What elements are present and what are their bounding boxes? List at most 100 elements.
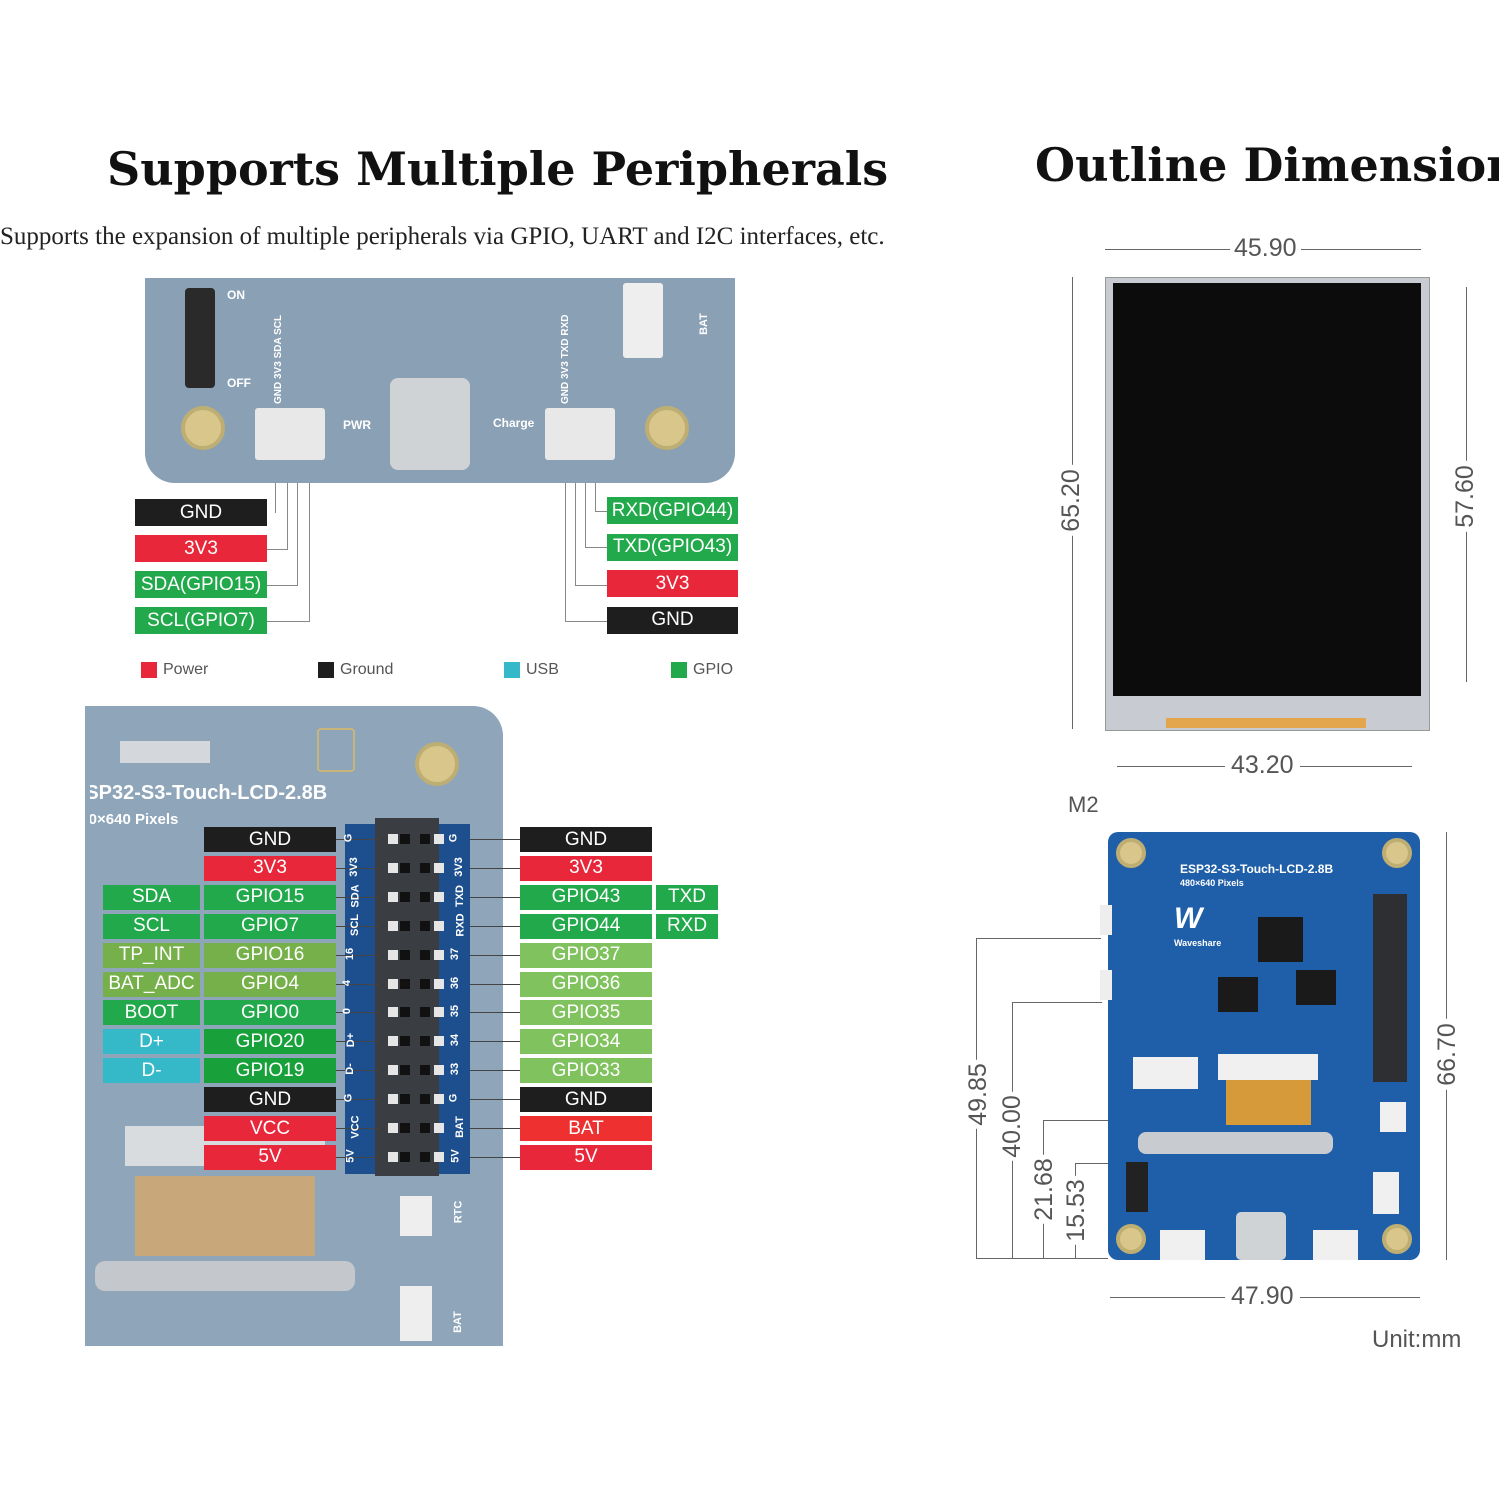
dim-slot-offset: 21.68	[1029, 1155, 1059, 1224]
wire	[585, 483, 608, 548]
pin-leader-line	[336, 867, 378, 869]
pin-leader-line	[470, 1012, 520, 1014]
pin-gpio-label: GPIO16	[204, 942, 336, 968]
pcb-pixels: 480×640 Pixels	[1180, 878, 1244, 888]
pin-label: SDA(GPIO15)	[135, 571, 267, 598]
pin-function-label: D+	[103, 1029, 200, 1055]
dim-left-height: 65.20	[1056, 465, 1086, 536]
mounting-hole	[1382, 1224, 1412, 1254]
display-flex	[1166, 718, 1366, 728]
board-pixels: 480×640 Pixels	[72, 811, 179, 828]
unit-label: Unit:mm	[1372, 1326, 1462, 1353]
silk-pin-label: 37	[449, 947, 462, 960]
header-pin	[388, 1036, 398, 1047]
pin-leader-line	[470, 867, 520, 869]
i2c-connector	[1160, 1230, 1205, 1260]
legend-swatch	[671, 662, 687, 678]
silk-pin-label: BAT	[453, 1116, 466, 1138]
header-pin	[420, 1094, 430, 1105]
silk-pin-label: G	[342, 1093, 355, 1103]
silk-rtc: RTC	[452, 1200, 465, 1224]
silk-pin-label: D-	[343, 1063, 356, 1075]
silk-pin-label: 4	[341, 979, 354, 986]
pin-gpio-label: 3V3	[520, 855, 652, 881]
antenna-connector	[317, 728, 355, 772]
pin-leader-line	[470, 839, 520, 840]
header-pin	[434, 1094, 444, 1105]
flex-cable	[135, 1176, 315, 1256]
pin-leader-line	[336, 1041, 378, 1043]
pcb-product-name: ESP32-S3-Touch-LCD-2.8B	[1180, 862, 1334, 876]
pin-gpio-label: GPIO15	[204, 884, 336, 910]
pcb-bottom-view: ESP32-S3-Touch-LCD-2.8B 480×640 Pixels W…	[1108, 832, 1420, 1260]
pin-leader-line	[470, 1128, 520, 1129]
legend-label: Ground	[340, 661, 394, 678]
silk-pin-label: SCL	[349, 913, 361, 936]
wire	[267, 483, 310, 622]
dim-bottom-width: 43.20	[1225, 751, 1300, 780]
header-pin	[434, 891, 444, 902]
header-pin	[434, 862, 444, 873]
pin-header	[375, 818, 439, 1176]
section-title-peripherals: Supports Multiple Peripherals	[107, 142, 889, 196]
pin-gpio-label: GND	[520, 827, 652, 852]
pin-gpio-label: GND	[204, 1087, 336, 1113]
pin-leader-line	[336, 1070, 378, 1072]
silk-bat: BAT	[697, 313, 710, 335]
pin-function-label: D-	[103, 1058, 200, 1084]
silk-pin-label: G	[447, 1093, 460, 1103]
silk-charge: Charge	[493, 416, 535, 430]
silk-pin-label: 5V	[449, 1149, 462, 1163]
wire	[595, 483, 608, 512]
legend-item: GPIO	[671, 661, 733, 679]
dim-board-width: 47.90	[1225, 1282, 1300, 1311]
header-pin	[420, 1065, 430, 1076]
pin-header	[1373, 894, 1407, 1082]
legend-item: Power	[141, 661, 208, 679]
legend-item: Ground	[318, 661, 393, 679]
silk-pin-label: 33	[449, 1063, 462, 1076]
ic-chip	[1296, 970, 1336, 1005]
silk-off: OFF	[227, 376, 251, 390]
pin-gpio-label: 5V	[520, 1144, 652, 1170]
pin-leader-line	[336, 1128, 378, 1129]
header-pin	[400, 1065, 410, 1076]
pin-gpio-label: 5V	[204, 1144, 336, 1170]
pin-leader-line	[336, 1099, 378, 1101]
dim-switch-offset: 15.53	[1061, 1176, 1091, 1245]
dim-line	[1075, 1163, 1108, 1164]
header-pin	[420, 1036, 430, 1047]
header-pin	[388, 862, 398, 873]
power-switch	[1126, 1162, 1148, 1212]
header-pin	[388, 834, 398, 844]
pin-label: GND	[135, 499, 267, 526]
legend-label: Power	[163, 661, 209, 678]
pin-gpio-label: GPIO35	[520, 1000, 652, 1026]
pin-leader-line	[336, 954, 378, 956]
silk-pin-label: G	[447, 833, 460, 843]
pin-label: GND	[607, 606, 738, 634]
header-pin	[420, 949, 430, 960]
pin-leader-line	[336, 1012, 378, 1014]
dim-top-width: 45.90	[1230, 234, 1301, 263]
dim-boot-offset: 40.00	[997, 1092, 1027, 1161]
brand-name: Waveshare	[1174, 938, 1222, 948]
header-pin	[400, 862, 410, 873]
header-pin	[388, 1007, 398, 1018]
reset-button	[1100, 905, 1112, 935]
silk-bat: BAT	[451, 1311, 464, 1333]
silk-pin-label: 36	[449, 976, 462, 989]
battery-connector	[1373, 1172, 1399, 1214]
header-pin	[388, 1065, 398, 1076]
header-pin	[420, 1007, 430, 1018]
silk-pin-label: G	[342, 833, 355, 843]
mounting-hole	[1382, 838, 1412, 868]
pin-gpio-label: VCC	[204, 1116, 336, 1141]
pin-gpio-label: GPIO4	[204, 971, 336, 997]
pin-leader-line	[470, 1041, 520, 1043]
header-pin	[388, 1151, 398, 1162]
header-pin	[400, 1007, 410, 1018]
board-header-closeup: ESP32-S3-Touch-LCD-2.8B 480×640 Pixels R…	[85, 706, 503, 1346]
mcu-chip	[1258, 917, 1303, 962]
wire	[267, 483, 276, 513]
